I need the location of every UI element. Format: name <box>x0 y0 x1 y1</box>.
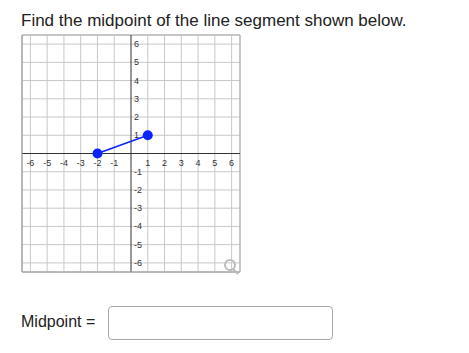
svg-text:2: 2 <box>134 112 139 122</box>
svg-text:1: 1 <box>134 130 139 140</box>
svg-text:-4: -4 <box>134 221 142 231</box>
svg-text:-3: -3 <box>77 158 85 168</box>
svg-text:5: 5 <box>212 158 217 168</box>
svg-text:-5: -5 <box>43 158 51 168</box>
svg-text:1: 1 <box>145 158 150 168</box>
svg-text:2: 2 <box>162 158 167 168</box>
svg-text:-6: -6 <box>134 258 142 268</box>
svg-text:-6: -6 <box>26 158 34 168</box>
svg-text:6: 6 <box>134 39 139 49</box>
svg-text:4: 4 <box>134 76 139 86</box>
svg-text:-3: -3 <box>134 203 142 213</box>
svg-text:-1: -1 <box>110 158 118 168</box>
svg-text:-2: -2 <box>93 158 101 168</box>
svg-text:6: 6 <box>229 158 234 168</box>
svg-text:-2: -2 <box>134 185 142 195</box>
svg-text:3: 3 <box>134 94 139 104</box>
svg-text:4: 4 <box>196 158 201 168</box>
html-text:Find the midpoint of the line: Find the midpoint of the line segment sh… <box>21 11 407 30</box>
svg-text:-4: -4 <box>60 158 68 168</box>
svg-text:-1: -1 <box>134 167 142 177</box>
svg-text:3: 3 <box>179 158 184 168</box>
html-text:Midpoint =: Midpoint = <box>21 313 96 330</box>
svg-text:-5: -5 <box>134 240 142 250</box>
svg-text:5: 5 <box>134 57 139 67</box>
